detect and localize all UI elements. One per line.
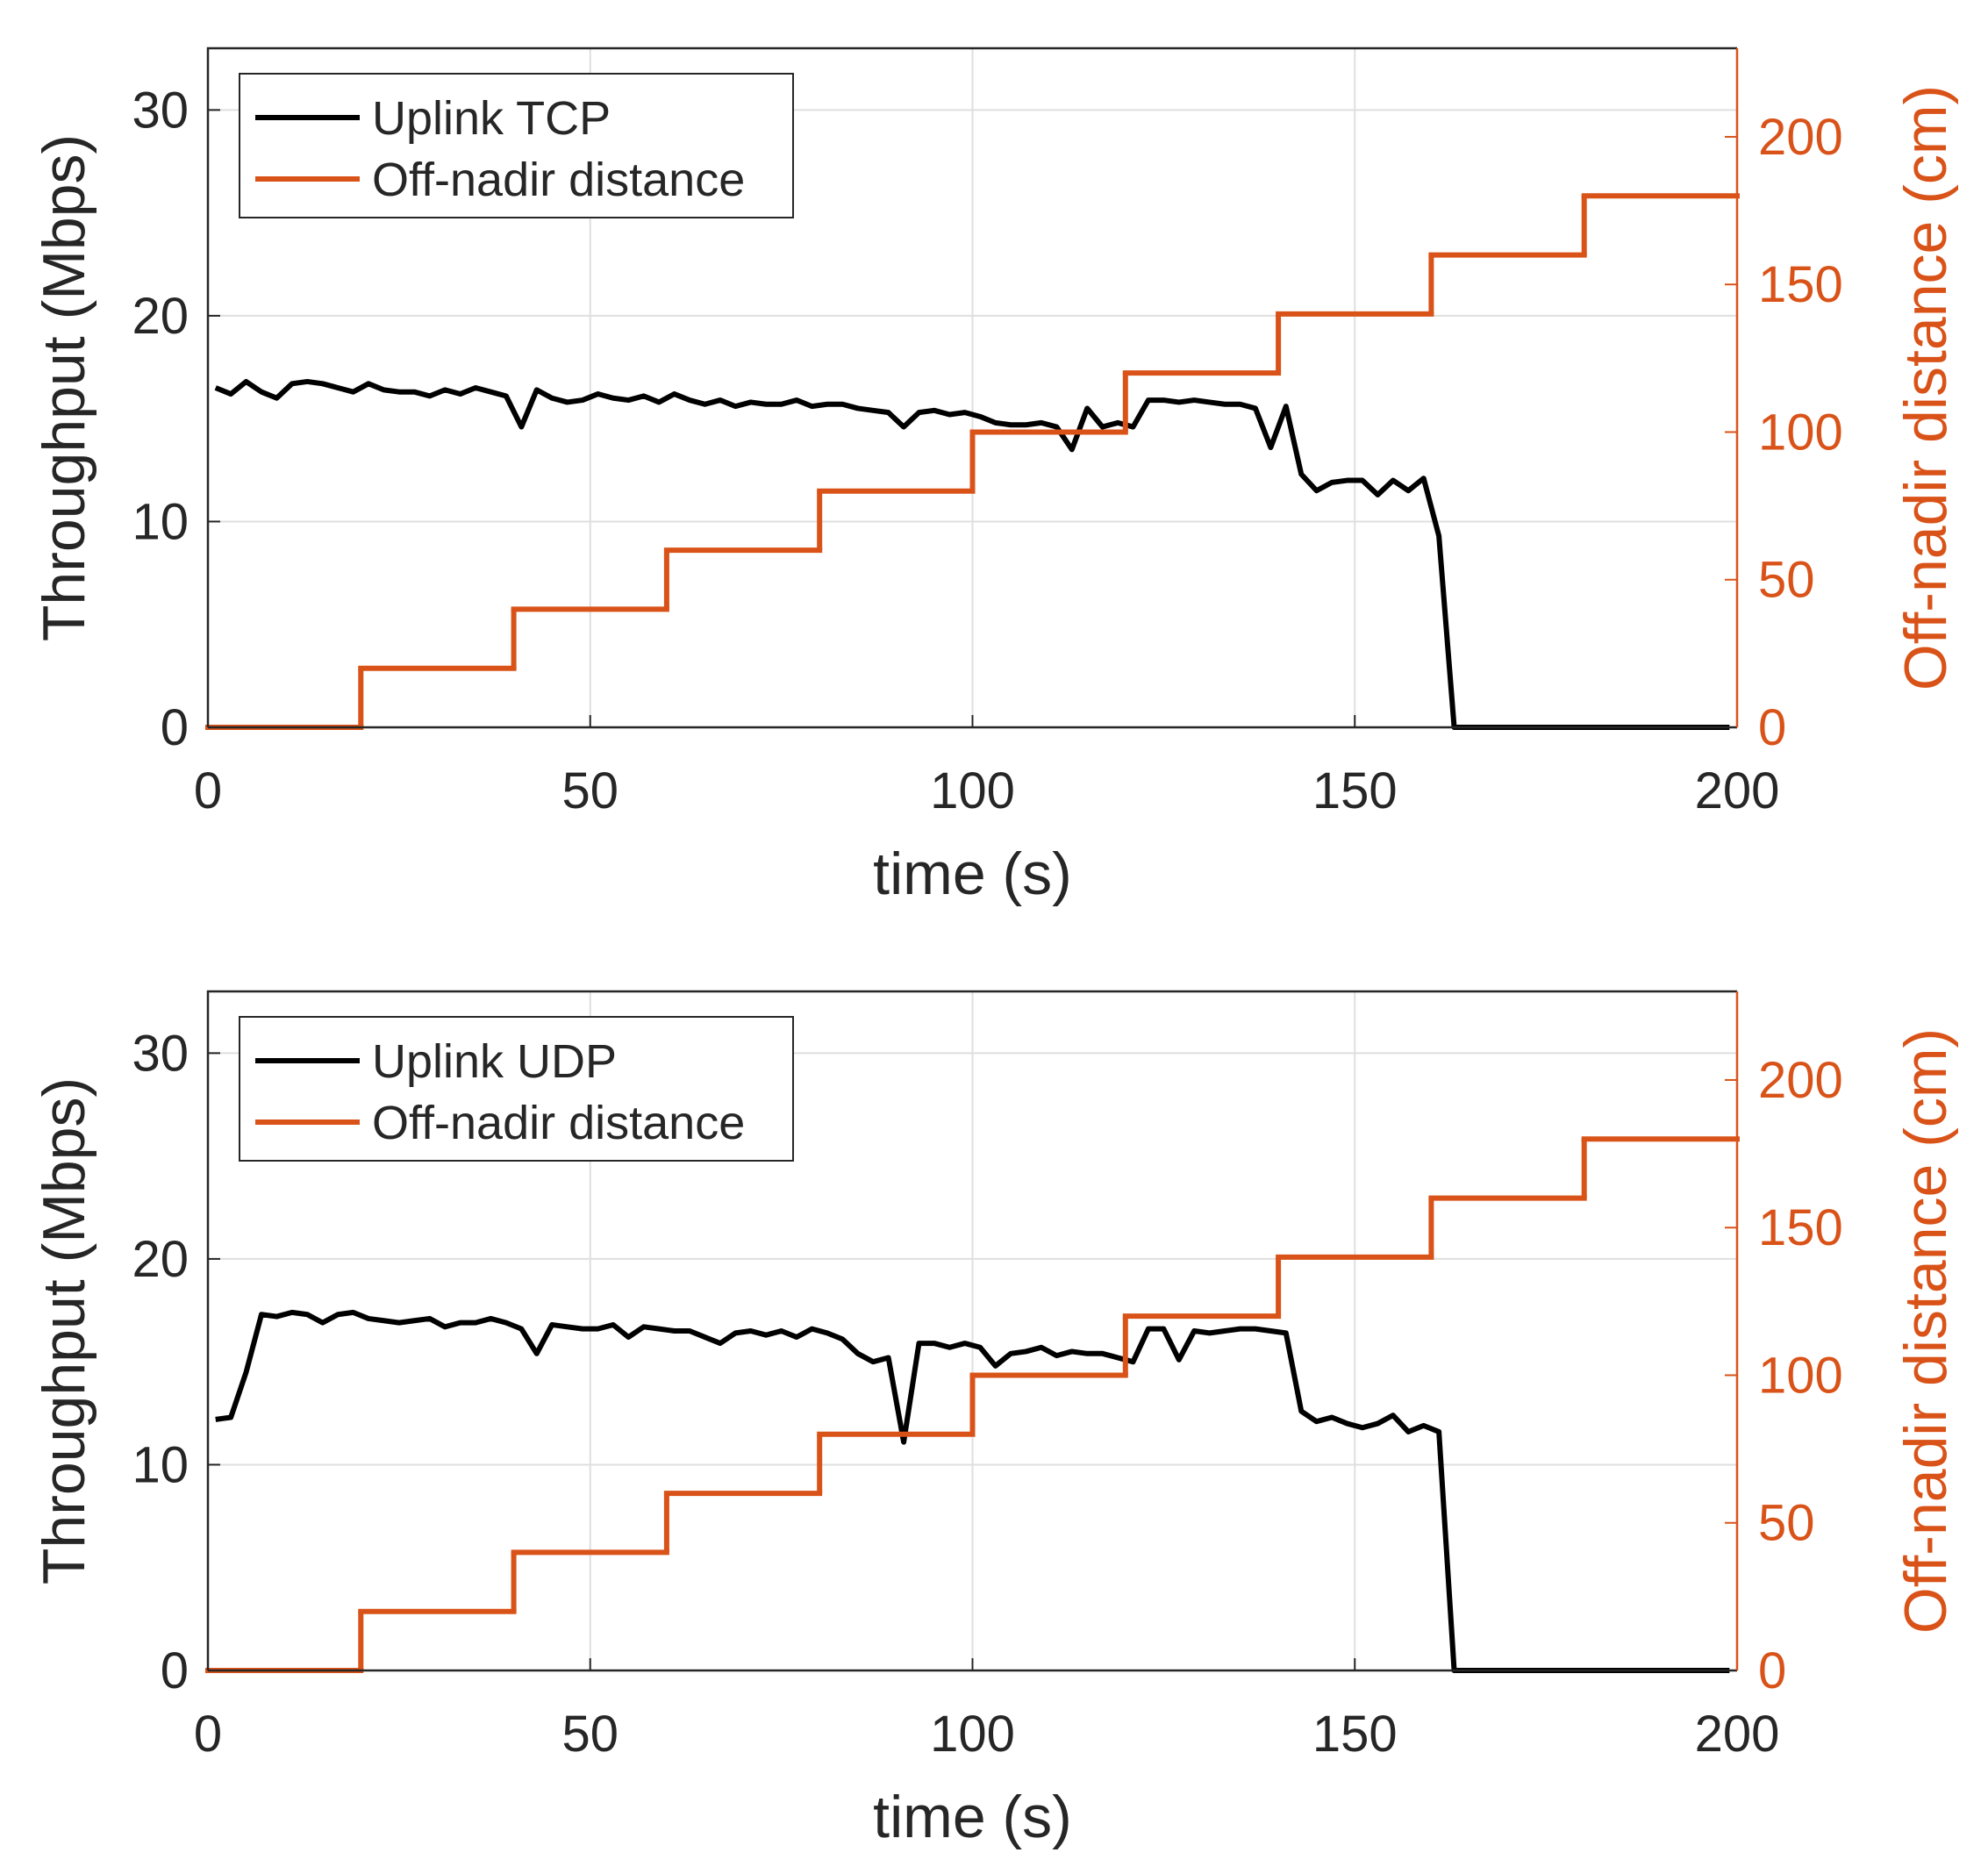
legend-box [239, 73, 794, 218]
y2-axis-label: Off-nadir distance (cm) [1892, 1028, 1959, 1634]
x-tick-label: 200 [1695, 762, 1780, 819]
y2-tick-label: 200 [1758, 109, 1843, 166]
y-tick-label: 0 [161, 699, 189, 756]
y2-tick-label: 100 [1758, 1347, 1843, 1404]
y-tick-label: 10 [132, 1436, 189, 1493]
y-tick-label: 30 [132, 1025, 189, 1082]
legend-label: Off-nadir distance [372, 154, 745, 206]
y-tick-label: 20 [132, 1231, 189, 1288]
y2-tick-label: 200 [1758, 1052, 1843, 1109]
legend-label: Uplink UDP [372, 1035, 617, 1088]
y2-tick-label: 0 [1758, 699, 1786, 756]
axes-frame [206, 990, 1737, 1670]
x-tick-label: 150 [1312, 1706, 1398, 1763]
legend-box [239, 1016, 794, 1162]
y-tick-label: 30 [132, 82, 189, 139]
y-tick-label: 10 [132, 493, 189, 550]
legend-label: Uplink TCP [372, 92, 611, 145]
y2-axis-label: Off-nadir distance (cm) [1892, 85, 1959, 690]
x-tick-label: 100 [930, 762, 1015, 819]
y2-tick-label: 150 [1758, 256, 1843, 313]
y2-tick-label: 100 [1758, 404, 1843, 461]
x-tick-label: 0 [194, 1706, 222, 1763]
x-tick-label: 150 [1312, 762, 1398, 819]
y-tick-label: 0 [161, 1642, 189, 1699]
legend: Uplink UDP Off-nadir distance [239, 1016, 794, 1162]
y-tick-label: 20 [132, 288, 189, 345]
y2-tick-label: 50 [1758, 552, 1815, 609]
axes-frame [206, 46, 1737, 727]
x-tick-label: 0 [194, 762, 222, 819]
x-tick-label: 50 [561, 762, 619, 819]
x-axis-label: time (s) [873, 1784, 1072, 1850]
y2-tick-label: 50 [1758, 1495, 1815, 1552]
x-tick-label: 100 [930, 1706, 1015, 1763]
legend-label: Off-nadir distance [372, 1097, 745, 1149]
x-axis-label: time (s) [873, 841, 1072, 907]
y2-tick-label: 0 [1758, 1642, 1786, 1699]
y-axis-label: Throughput (Mbps) [31, 134, 97, 641]
y2-tick-label: 150 [1758, 1199, 1843, 1256]
x-tick-label: 50 [561, 1706, 619, 1763]
x-tick-label: 200 [1695, 1706, 1780, 1763]
legend: Uplink TCP Off-nadir distance [239, 73, 794, 218]
y-axis-label: Throughput (Mbps) [31, 1077, 97, 1584]
